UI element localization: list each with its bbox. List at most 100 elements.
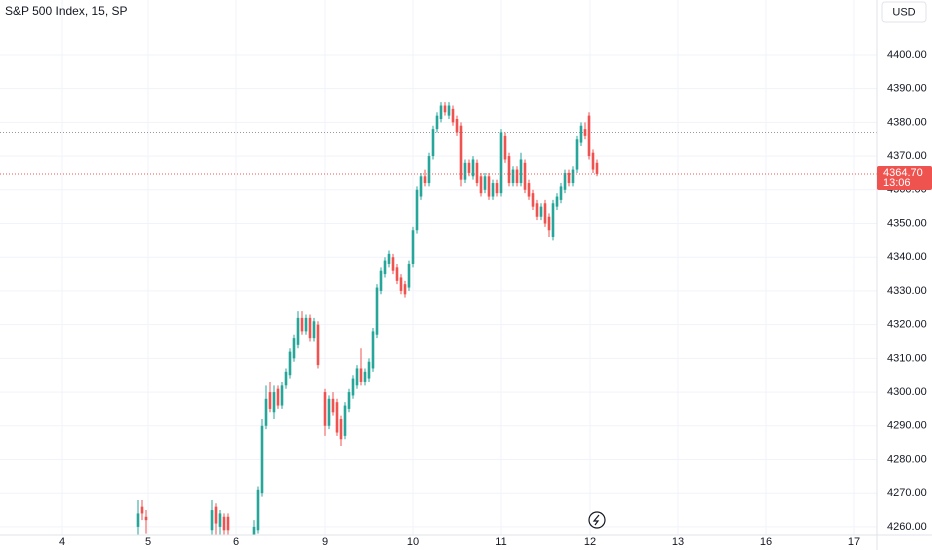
- plot: [0, 102, 877, 535]
- candle-body: [327, 398, 331, 426]
- candle-body: [252, 526, 256, 535]
- candle-body: [571, 169, 575, 184]
- candle-body: [136, 513, 140, 527]
- candle-body: [403, 284, 407, 295]
- candle-body: [475, 162, 479, 184]
- candle-body: [144, 516, 148, 521]
- candle-body: [499, 132, 503, 194]
- candle-body: [256, 489, 260, 531]
- candle-body: [595, 162, 599, 174]
- candle-body: [587, 115, 591, 157]
- candle-body: [583, 129, 587, 136]
- candle-body: [316, 324, 320, 366]
- candle-body: [535, 203, 539, 217]
- candle-body: [343, 405, 347, 436]
- candle-body: [280, 385, 284, 406]
- y-tick-label: 4380.00: [887, 116, 927, 128]
- candle-body: [375, 287, 379, 335]
- candle-body: [347, 392, 351, 409]
- y-tick-label: 4330.00: [887, 285, 927, 297]
- candle-body: [463, 162, 467, 180]
- candle-body: [284, 371, 288, 386]
- replay-icon[interactable]: [588, 511, 606, 529]
- candle-body: [411, 230, 415, 264]
- axes: 4260.00 4270.00 4280.00 4290.00 4300.00 4310.…: [59, 49, 932, 548]
- candle-body: [210, 510, 214, 531]
- candle-body: [447, 105, 451, 116]
- y-tick-label: 4340.00: [887, 251, 927, 263]
- candle-body: [351, 378, 355, 396]
- currency-label[interactable]: USD: [892, 6, 915, 18]
- candle-body: [479, 176, 483, 194]
- grid: [0, 0, 877, 535]
- candle-body: [140, 506, 144, 514]
- candle-body: [395, 267, 399, 281]
- candle-body: [383, 260, 387, 275]
- candle-body: [519, 159, 523, 184]
- candle-body: [423, 176, 427, 184]
- y-tick-label: 4260.00: [887, 521, 927, 533]
- countdown: 13:06: [883, 177, 911, 189]
- candle-body: [495, 183, 499, 194]
- candle-body: [419, 176, 423, 197]
- candle-body: [455, 119, 459, 133]
- y-tick-label: 4370.00: [887, 150, 927, 162]
- candle-body: [296, 317, 300, 345]
- candle-body: [260, 425, 264, 494]
- candle-body: [511, 169, 515, 184]
- candle-body: [264, 398, 268, 426]
- candle-body: [483, 176, 487, 190]
- x-tick-label: 11: [495, 536, 506, 548]
- x-tick-label: 13: [672, 536, 684, 548]
- y-tick-label: 4350.00: [887, 217, 927, 229]
- candle-body: [451, 108, 455, 123]
- candle-body: [300, 317, 304, 332]
- candle-body: [555, 196, 559, 207]
- candle-body: [391, 257, 395, 271]
- candle-body: [559, 186, 563, 200]
- candle-body: [312, 321, 316, 339]
- candle-body: [407, 263, 411, 288]
- candle-body: [226, 516, 230, 531]
- candle-body: [523, 162, 527, 190]
- candle-body: [503, 135, 507, 160]
- candle-body: [363, 371, 367, 382]
- candle-body: [443, 105, 447, 113]
- x-tick-label: 12: [584, 536, 596, 548]
- candle-body: [355, 368, 359, 386]
- candle-body: [339, 419, 343, 440]
- candle-body: [214, 506, 218, 524]
- x-tick-label: 10: [407, 536, 419, 548]
- y-tick-label: 4300.00: [887, 386, 927, 398]
- candle-body: [218, 513, 222, 527]
- candle-body: [276, 388, 280, 406]
- candle-body: [507, 156, 511, 184]
- candle-body: [439, 105, 443, 120]
- y-tick-label: 4280.00: [887, 453, 927, 465]
- candle-body: [371, 331, 375, 369]
- candle-body: [415, 189, 419, 231]
- candle-body: [359, 368, 363, 382]
- x-tick-label: 17: [848, 536, 860, 548]
- candle-body: [335, 402, 339, 433]
- candle-body: [515, 169, 519, 184]
- candle-body: [367, 361, 371, 379]
- candle-body: [431, 129, 435, 157]
- candle-body: [288, 351, 292, 376]
- candle-body: [551, 203, 555, 237]
- price-label: 4364.70: [883, 167, 923, 179]
- candle-body: [491, 183, 495, 197]
- candle-body: [379, 270, 383, 291]
- currency-button[interactable]: [881, 1, 927, 23]
- candle-body: [304, 317, 308, 332]
- candle-body: [387, 253, 391, 264]
- candle-body: [563, 172, 567, 190]
- candle-body: [435, 115, 439, 130]
- candle-body: [591, 152, 595, 170]
- y-tick-label: 4310.00: [887, 352, 927, 364]
- x-tick-label: 6: [233, 536, 239, 548]
- y-tick-label: 4320.00: [887, 319, 927, 331]
- candle-body: [543, 203, 547, 224]
